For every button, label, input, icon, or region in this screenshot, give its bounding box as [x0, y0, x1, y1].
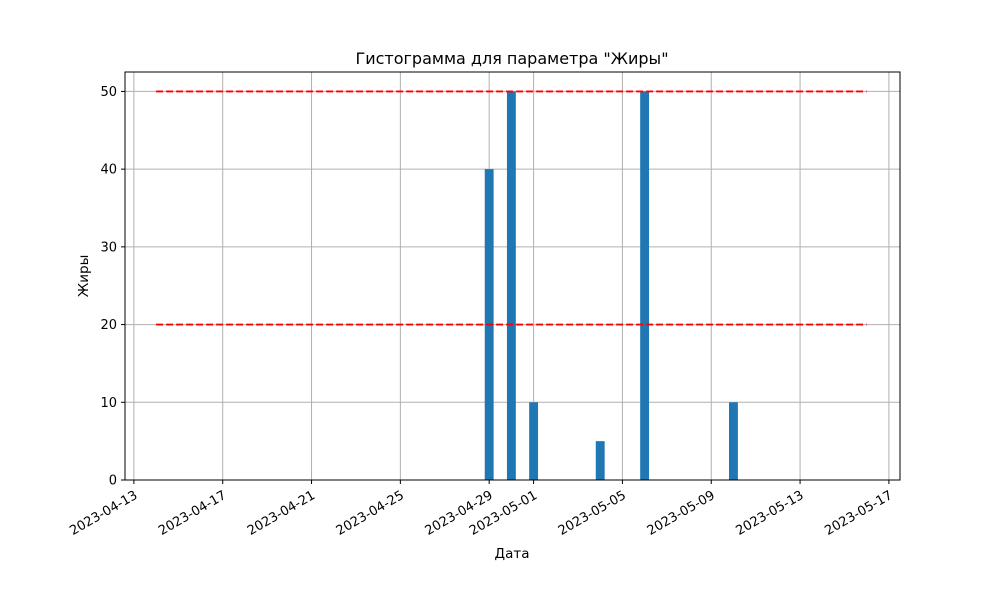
y-tick-label: 10	[100, 396, 117, 411]
bar	[729, 402, 738, 480]
y-tick-label: 0	[109, 474, 117, 489]
y-tick-label: 50	[100, 85, 117, 100]
bar	[506, 91, 516, 480]
bar	[595, 441, 605, 480]
y-tick-label: 30	[100, 240, 117, 255]
bar	[529, 402, 539, 480]
chart-title: Гистограмма для параметра "Жиры"	[355, 49, 668, 68]
y-tick-label: 20	[100, 318, 117, 333]
y-axis-label: Жиры	[76, 255, 92, 298]
y-tick-label: 40	[100, 163, 117, 178]
x-axis-label: Дата	[495, 546, 530, 562]
bar	[640, 91, 650, 480]
plot-frame	[124, 71, 901, 481]
